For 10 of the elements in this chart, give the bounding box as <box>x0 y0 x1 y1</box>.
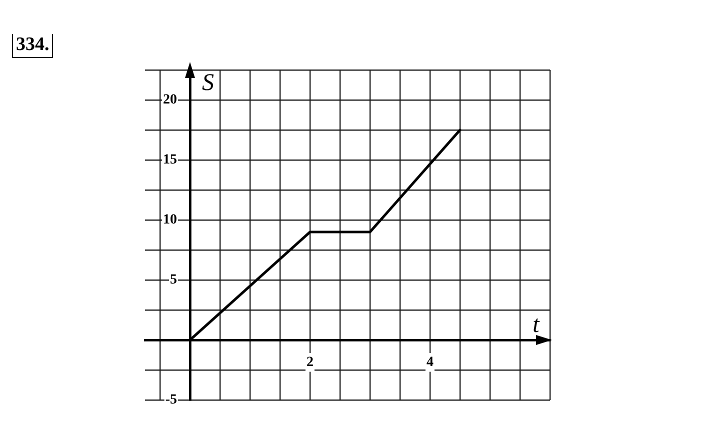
x-tick-label: 4 <box>426 355 434 370</box>
y-tick-label: -5 <box>165 392 177 408</box>
x-tick-label: 2 <box>306 355 314 370</box>
y-axis-title: S <box>202 70 214 96</box>
y-tick-label: 10 <box>163 212 177 228</box>
y-tick-label: 15 <box>163 152 177 168</box>
chart-title: 334. <box>12 34 54 58</box>
y-tick-label: 5 <box>170 272 177 288</box>
x-axis-title: t <box>532 312 541 338</box>
y-tick-label: 20 <box>163 92 177 108</box>
